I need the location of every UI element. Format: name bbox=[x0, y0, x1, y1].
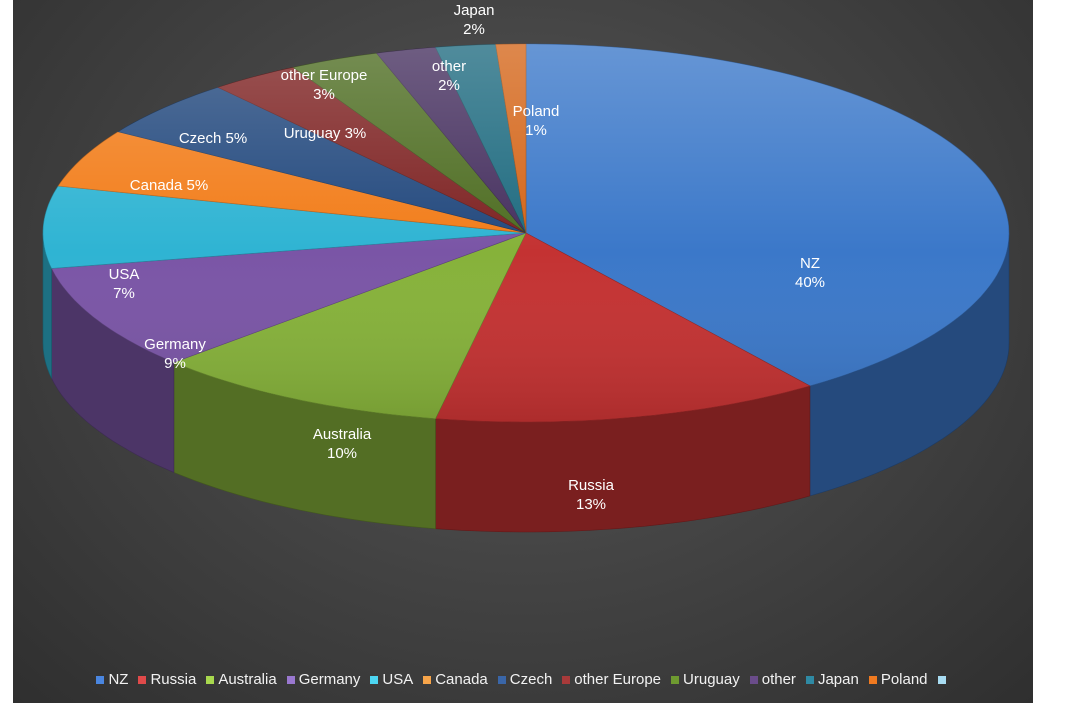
data-label-russia: Russia 13% bbox=[568, 477, 615, 513]
data-label-percent: 2% bbox=[463, 21, 485, 38]
data-label-percent: 10% bbox=[327, 445, 357, 462]
data-label-percent: 7% bbox=[113, 285, 135, 302]
legend-label: USA bbox=[382, 671, 414, 688]
legend-label: Germany bbox=[298, 671, 361, 688]
legend-swatch bbox=[671, 675, 680, 684]
legend-item-japan: Japan bbox=[805, 671, 859, 688]
legend-item-australia: Australia bbox=[206, 671, 277, 688]
legend-item-czech: Czech bbox=[497, 671, 553, 688]
data-label-usa: USA 7% bbox=[109, 266, 140, 302]
data-label-nz: NZ 40% bbox=[795, 255, 825, 291]
data-label-percent: 40% bbox=[795, 274, 825, 291]
legend-label: Uruguay bbox=[683, 671, 740, 688]
data-label-canada: Canada 5% bbox=[130, 177, 208, 194]
legend-swatch bbox=[868, 675, 877, 684]
legend-swatch bbox=[206, 675, 215, 684]
pie-chart: NZ 40% Russia 13% Australia 10% Germany 9% USA 7%… bbox=[42, 2, 1010, 533]
legend-swatch bbox=[497, 675, 506, 684]
legend-item-germany: Germany bbox=[286, 671, 361, 688]
legend-swatch bbox=[805, 675, 814, 684]
data-label-category: Russia bbox=[568, 477, 615, 494]
legend-label: Canada bbox=[435, 671, 488, 688]
legend-swatch bbox=[370, 675, 379, 684]
data-label-australia: Australia 10% bbox=[313, 426, 372, 462]
data-label-category: USA bbox=[109, 266, 140, 283]
data-label-text: Uruguay 3% bbox=[284, 125, 367, 142]
legend-label: Japan bbox=[817, 671, 859, 688]
legend-swatch bbox=[423, 675, 432, 684]
legend-swatch bbox=[562, 675, 571, 684]
legend-item-other-europe: other Europe bbox=[562, 671, 661, 688]
legend-swatch bbox=[937, 675, 946, 684]
data-label-uruguay: Uruguay 3% bbox=[284, 125, 367, 142]
data-label-percent: 1% bbox=[525, 122, 547, 139]
legend-item-nz: NZ bbox=[96, 671, 128, 688]
data-label-czech: Czech 5% bbox=[179, 130, 247, 147]
legend-label: Australia bbox=[218, 671, 277, 688]
legend-swatch bbox=[96, 675, 105, 684]
legend-item-canada: Canada bbox=[423, 671, 488, 688]
legend-swatch bbox=[286, 675, 295, 684]
legend-item-usa: USA bbox=[370, 671, 413, 688]
legend-label: Poland bbox=[880, 671, 928, 688]
legend-item-uruguay: Uruguay bbox=[671, 671, 740, 688]
data-label-percent: 3% bbox=[313, 86, 335, 103]
data-label-text: Czech 5% bbox=[179, 130, 247, 147]
data-label-category: Australia bbox=[313, 426, 372, 443]
data-label-category: Poland bbox=[513, 103, 560, 120]
data-label-other-europe: other Europe 3% bbox=[281, 67, 368, 103]
data-label-japan: Japan 2% bbox=[454, 2, 495, 38]
pie-slices bbox=[42, 43, 1010, 423]
legend-label: Czech bbox=[509, 671, 553, 688]
data-label-category: NZ bbox=[800, 255, 820, 272]
data-label-percent: 2% bbox=[438, 77, 460, 94]
data-label-category: other Europe bbox=[281, 67, 368, 84]
legend-item-blank bbox=[937, 675, 950, 684]
data-label-category: Germany bbox=[144, 336, 206, 353]
data-label-percent: 13% bbox=[576, 496, 606, 513]
legend: NZ Russia Australia Germany USA Canada Czech ot… bbox=[13, 671, 1033, 688]
pie-labels: NZ 40% Russia 13% Australia 10% Germany 9% USA 7%… bbox=[109, 2, 825, 513]
legend-swatch bbox=[138, 675, 147, 684]
legend-label: other Europe bbox=[574, 671, 662, 688]
data-label-category: other bbox=[432, 58, 466, 75]
data-label-percent: 9% bbox=[164, 355, 186, 372]
data-label-poland: Poland 1% bbox=[513, 103, 560, 139]
chart-area: NZ 40% Russia 13% Australia 10% Germany 9% USA 7%… bbox=[13, 0, 1033, 703]
legend-label: NZ bbox=[108, 671, 129, 688]
legend-item-other: other bbox=[749, 671, 796, 688]
legend-swatch bbox=[749, 675, 758, 684]
legend-label: other bbox=[761, 671, 796, 688]
data-label-text: Canada 5% bbox=[130, 177, 208, 194]
legend-label: Russia bbox=[150, 671, 197, 688]
data-label-other: other 2% bbox=[432, 58, 466, 94]
data-label-germany: Germany 9% bbox=[144, 336, 206, 372]
legend-item-russia: Russia bbox=[138, 671, 196, 688]
data-label-category: Japan bbox=[454, 2, 495, 19]
legend-item-poland: Poland bbox=[868, 671, 928, 688]
